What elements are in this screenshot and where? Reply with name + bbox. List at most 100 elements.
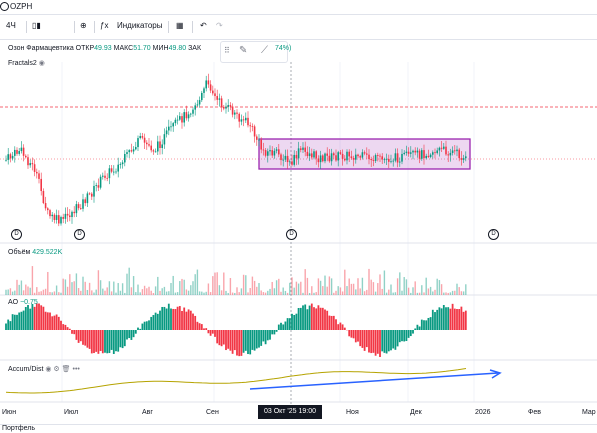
volume-bar <box>126 274 127 295</box>
ao-bar <box>377 330 379 354</box>
candle-body <box>122 162 124 164</box>
dividend-marker[interactable]: D <box>488 229 499 240</box>
volume-bar <box>217 272 218 295</box>
volume-bar <box>399 272 400 295</box>
volume-bar <box>291 277 292 295</box>
volume-bar <box>36 287 37 295</box>
ao-bar <box>148 320 150 330</box>
volume-bar <box>118 283 119 295</box>
candle-body <box>5 160 7 161</box>
x-axis-label: Авг <box>142 409 153 416</box>
volume-bar <box>155 286 156 295</box>
volume-bar <box>432 291 433 295</box>
dividend-marker[interactable]: D <box>11 229 22 240</box>
ao-bar <box>249 330 251 354</box>
candle-body <box>27 157 29 165</box>
volume-bar <box>437 279 438 295</box>
ao-bar <box>357 330 359 342</box>
ao-bar <box>348 330 350 336</box>
volume-bar <box>322 286 323 295</box>
drag-handle-icon[interactable]: ⠿ <box>224 46 230 55</box>
candle-body <box>282 160 284 161</box>
ao-indicator-label[interactable]: AO −0.75 <box>8 299 38 306</box>
volume-bar <box>96 290 97 295</box>
candle-body <box>377 155 379 156</box>
volume-bar <box>153 293 154 295</box>
more-icon[interactable]: ••• <box>73 366 80 373</box>
candle-body <box>428 156 430 157</box>
volume-bar <box>461 291 462 295</box>
ao-bar <box>384 330 386 353</box>
trend-tool-icon[interactable]: ⟋ <box>261 45 268 56</box>
volume-bar <box>294 288 295 295</box>
dividend-marker[interactable]: D <box>74 229 85 240</box>
ao-bar <box>234 330 236 350</box>
ao-bar <box>256 330 258 348</box>
volume-bar <box>56 286 57 295</box>
volume-bar <box>338 286 339 295</box>
candle-body <box>419 151 421 159</box>
volume-bar <box>21 281 22 295</box>
volume-bar <box>69 274 70 295</box>
volume-bar <box>19 285 20 295</box>
brush-icon[interactable]: ✎ <box>239 45 247 56</box>
candle-body <box>34 164 36 172</box>
volume-bar <box>159 291 160 295</box>
ao-bar <box>227 330 229 349</box>
ao-bar <box>351 330 353 338</box>
ao-bar <box>190 311 192 330</box>
ao-bar <box>164 307 166 330</box>
volume-bar <box>74 281 75 295</box>
fractals-indicator-label[interactable]: Fractals2 ◉ <box>8 59 45 67</box>
ao-bar <box>329 316 331 330</box>
delete-icon[interactable]: 🗑 <box>62 366 71 373</box>
candle-body <box>172 123 174 126</box>
candle-body <box>170 126 172 127</box>
volume-bar <box>443 293 444 295</box>
candle-body <box>357 155 359 157</box>
crosshair-time-label: 03 Окт '25 19:00 <box>258 405 322 419</box>
candle-body <box>212 91 214 94</box>
volume-bar <box>417 293 418 295</box>
dividend-marker[interactable]: D <box>286 229 297 240</box>
volume-bar <box>164 287 165 295</box>
candle-body <box>390 161 392 162</box>
ao-bar <box>102 330 104 353</box>
volume-bar <box>404 277 405 295</box>
accum-dist-indicator-label[interactable]: Accum/Dist ◉ ⚙ 🗑 ••• <box>8 365 80 373</box>
volume-bar <box>43 290 44 295</box>
volume-bar <box>428 288 429 295</box>
ao-bar <box>296 314 298 330</box>
volume-bar <box>252 277 253 295</box>
eye-icon[interactable]: ◉ <box>39 60 45 67</box>
candle-body <box>69 216 71 218</box>
ao-bar <box>45 312 47 330</box>
settings-icon[interactable]: ⚙ <box>53 366 59 373</box>
eye-icon[interactable]: ◉ <box>45 366 51 373</box>
candle-body <box>117 165 119 172</box>
volume-bar <box>362 278 363 295</box>
ao-bar <box>183 308 185 330</box>
candle-body <box>344 159 346 160</box>
volume-bar <box>58 292 59 295</box>
volume-bar <box>289 283 290 295</box>
ao-bar <box>21 312 23 330</box>
candle-body <box>36 172 38 173</box>
volume-indicator-label[interactable]: Объём 429.522K <box>8 249 62 256</box>
ao-bar <box>135 330 137 334</box>
ao-bar <box>95 330 97 352</box>
ao-bar <box>441 308 443 330</box>
volume-bar <box>52 292 53 295</box>
portfolio-tab[interactable]: Портфель <box>2 425 35 432</box>
trend-line-drawing <box>250 373 498 389</box>
volume-bar <box>162 288 163 295</box>
candle-body <box>32 163 34 164</box>
candle-body <box>289 161 291 162</box>
candle-body <box>313 151 315 157</box>
candle-body <box>95 185 97 186</box>
volume-bar <box>223 273 224 295</box>
candle-body <box>40 179 42 191</box>
ao-bar <box>304 305 306 330</box>
candle-body <box>188 114 190 118</box>
